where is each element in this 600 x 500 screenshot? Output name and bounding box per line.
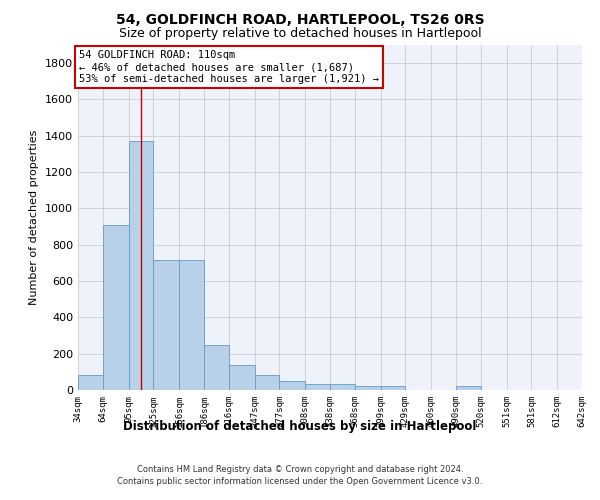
Text: Distribution of detached houses by size in Hartlepool: Distribution of detached houses by size … [124,420,476,433]
Bar [355,386,380,390]
Bar [280,380,305,390]
Bar [229,364,254,390]
Bar [254,374,280,390]
Text: Contains public sector information licensed under the Open Government Licence v3: Contains public sector information licen… [118,478,482,486]
Bar [204,345,229,390]
Bar [305,384,330,390]
Bar [103,225,128,390]
Text: 54, GOLDFINCH ROAD, HARTLEPOOL, TS26 0RS: 54, GOLDFINCH ROAD, HARTLEPOOL, TS26 0RS [116,12,484,26]
Bar [179,260,204,390]
Bar [330,384,355,390]
Bar [456,386,481,390]
Text: Size of property relative to detached houses in Hartlepool: Size of property relative to detached ho… [119,28,481,40]
Y-axis label: Number of detached properties: Number of detached properties [29,130,40,305]
Bar [78,375,103,390]
Bar [154,260,179,390]
Bar [128,141,154,390]
Text: Contains HM Land Registry data © Crown copyright and database right 2024.: Contains HM Land Registry data © Crown c… [137,465,463,474]
Bar [380,386,406,390]
Text: 54 GOLDFINCH ROAD: 110sqm
← 46% of detached houses are smaller (1,687)
53% of se: 54 GOLDFINCH ROAD: 110sqm ← 46% of detac… [79,50,379,84]
